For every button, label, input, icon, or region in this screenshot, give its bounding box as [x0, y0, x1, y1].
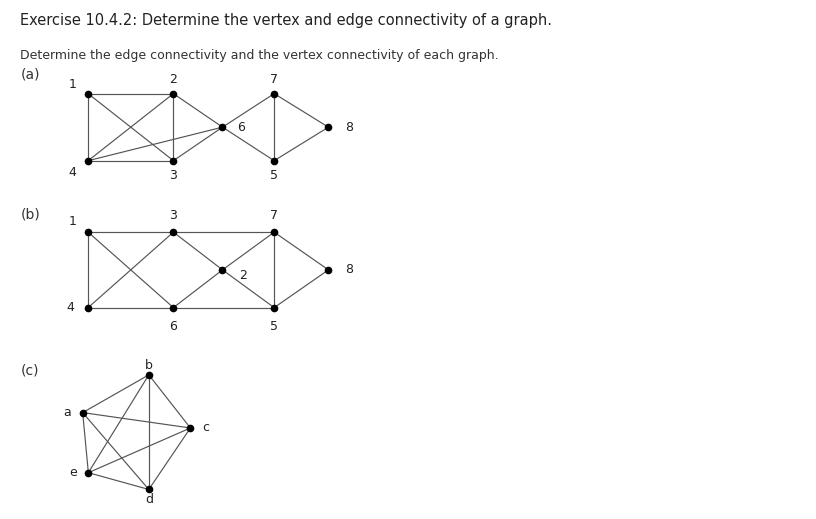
Text: c: c — [202, 421, 209, 434]
Text: 7: 7 — [270, 73, 278, 86]
Text: 8: 8 — [345, 120, 353, 134]
Text: a: a — [64, 406, 72, 419]
Text: 1: 1 — [69, 215, 77, 228]
Text: 4: 4 — [66, 301, 74, 314]
Text: 1: 1 — [69, 77, 77, 90]
Text: e: e — [69, 466, 77, 479]
Text: Determine the edge connectivity and the vertex connectivity of each graph.: Determine the edge connectivity and the … — [20, 49, 499, 62]
Text: (b): (b) — [20, 208, 40, 222]
Text: 7: 7 — [270, 210, 278, 223]
Text: 5: 5 — [270, 320, 278, 333]
Text: 4: 4 — [69, 166, 77, 179]
Text: 2: 2 — [170, 73, 177, 86]
Text: b: b — [145, 359, 153, 372]
Text: 8: 8 — [345, 263, 353, 277]
Text: (c): (c) — [20, 363, 39, 377]
Text: 6: 6 — [237, 120, 245, 134]
Text: d: d — [144, 493, 153, 506]
Text: 3: 3 — [170, 169, 177, 182]
Text: 6: 6 — [170, 320, 177, 333]
Text: (a): (a) — [20, 67, 40, 81]
Text: 5: 5 — [270, 169, 278, 182]
Text: 2: 2 — [239, 269, 247, 282]
Text: 3: 3 — [170, 210, 177, 223]
Text: Exercise 10.4.2: Determine the vertex and edge connectivity of a graph.: Exercise 10.4.2: Determine the vertex an… — [20, 13, 552, 28]
